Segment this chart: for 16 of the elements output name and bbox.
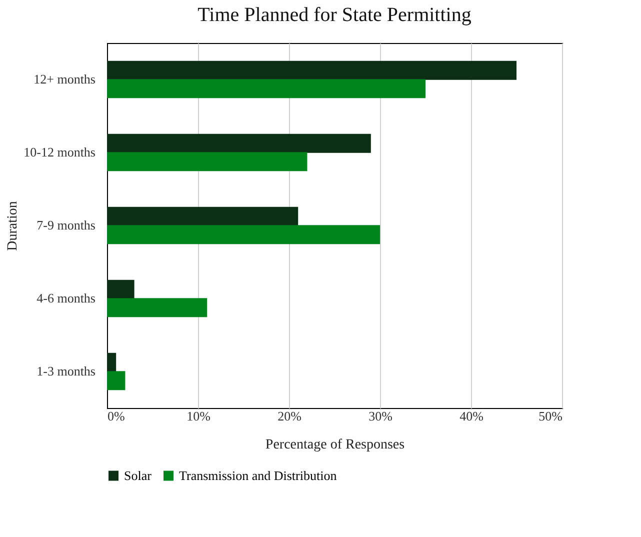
legend-label: Solar bbox=[124, 468, 152, 483]
y-tick-label: 12+ months bbox=[34, 72, 96, 86]
y-tick-label: 10-12 months bbox=[24, 144, 96, 160]
chart-title: Time Planned for State Permitting bbox=[198, 4, 472, 26]
x-tick-label: 0% bbox=[108, 408, 125, 424]
x-tick-label: 10% bbox=[186, 408, 211, 424]
y-tick-label: 4-6 months bbox=[36, 290, 96, 306]
x-tick-label: 30% bbox=[368, 408, 393, 424]
x-tick-label: 50% bbox=[538, 408, 563, 424]
legend-label: Transmission and Distribution bbox=[179, 468, 338, 483]
x-tick-label: 20% bbox=[278, 408, 302, 424]
x-axis-title: Percentage of Responses bbox=[265, 438, 405, 452]
y-tick-label: 1-3 months bbox=[36, 364, 96, 378]
y-axis-title: Duration bbox=[6, 201, 21, 251]
y-tick-label: 7-9 months bbox=[36, 218, 96, 232]
x-tick-label: 40% bbox=[460, 408, 484, 424]
